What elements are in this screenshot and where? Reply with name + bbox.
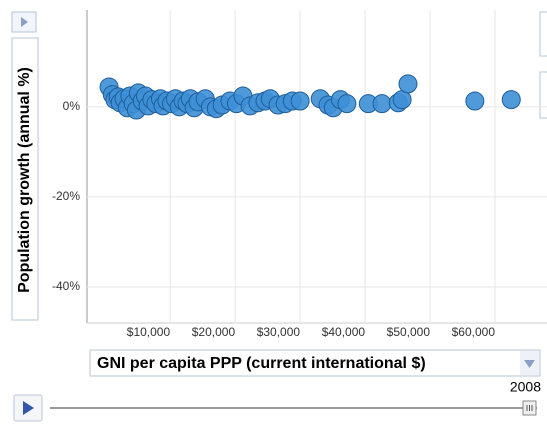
x-axis-label: GNI per capita PPP (current internationa… bbox=[97, 355, 426, 372]
point bbox=[337, 94, 357, 114]
dropdown-icon bbox=[524, 360, 535, 368]
y-tick-label: -40% bbox=[52, 279, 80, 293]
grid bbox=[87, 10, 547, 323]
y-tick-label: 0% bbox=[63, 99, 81, 113]
thumb-grip bbox=[526, 405, 533, 411]
point bbox=[290, 91, 310, 111]
x-axis-selector[interactable] bbox=[89, 349, 541, 377]
side-panel[interactable] bbox=[539, 11, 547, 57]
point bbox=[372, 94, 392, 114]
x-tick-label: $10,000 bbox=[127, 325, 171, 339]
collapse-icon bbox=[21, 17, 28, 27]
y-axis-label: Population growth (annual %) bbox=[16, 67, 33, 293]
point bbox=[465, 91, 485, 111]
x-tick-label: $60,000 bbox=[452, 325, 496, 339]
x-tick-label: $30,000 bbox=[257, 325, 301, 339]
point bbox=[398, 74, 418, 94]
y-tick-label: -20% bbox=[52, 189, 80, 203]
year-label: 2008 bbox=[510, 379, 541, 395]
x-tick-label: $40,000 bbox=[322, 325, 366, 339]
play-icon bbox=[23, 401, 34, 415]
x-tick-label: $50,000 bbox=[387, 325, 431, 339]
x-tick-label: $20,000 bbox=[192, 325, 236, 339]
point bbox=[501, 90, 521, 110]
side-panel[interactable] bbox=[539, 71, 547, 119]
points bbox=[99, 74, 521, 120]
y-axis-selector[interactable] bbox=[11, 37, 39, 321]
